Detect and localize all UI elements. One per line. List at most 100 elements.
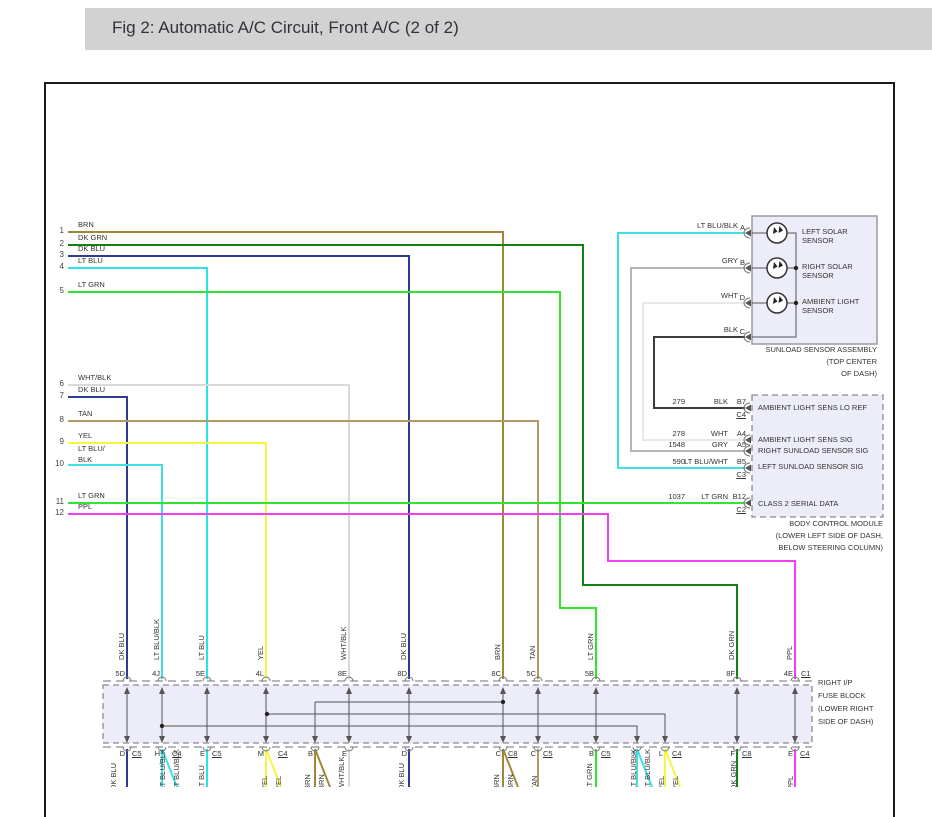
wire-color-label: BRN — [492, 774, 501, 787]
wire-color-label: TAN — [530, 775, 539, 787]
wires — [68, 231, 796, 679]
pin-number: 3 — [59, 250, 64, 259]
connector-label: C5 — [543, 749, 553, 758]
wire-color-label: LT BLU — [197, 765, 206, 787]
wire-color-label: DK GRN — [729, 760, 738, 787]
component-caption: (TOP CENTER — [826, 357, 877, 366]
component-caption: (LOWER LEFT SIDE OF DASH, — [775, 531, 883, 540]
connector-label: C5 — [132, 749, 142, 758]
wire-color-label: LT GRN — [78, 491, 105, 500]
pin-label: B — [588, 749, 594, 758]
wire-9-yel — [68, 442, 267, 679]
diagram-border — [44, 82, 895, 817]
wire-color-label: LT BLU/ — [78, 444, 105, 453]
wire-color-label: PPL — [78, 502, 93, 511]
fuse-block-internal — [123, 686, 799, 744]
fuse-bottom-wires — [126, 748, 796, 787]
wire-color-label: DK GRN — [78, 233, 108, 242]
pin-number: 12 — [55, 508, 64, 517]
wire-color-label: YEL — [256, 645, 265, 660]
wire-12-ppl — [68, 513, 796, 679]
wire-color-label: DK GRN — [727, 630, 736, 660]
component-caption: BODY CONTROL MODULE — [789, 519, 883, 528]
pin-label: C — [495, 749, 501, 758]
pin-label: D — [119, 749, 125, 758]
signal-label: CLASS 2 SERIAL DATA — [758, 499, 839, 508]
connector-label: C4 — [672, 749, 682, 758]
wire-color-label: GRY — [721, 256, 738, 265]
wire-color-label: LT BLU/BLK — [158, 749, 167, 787]
component-caption: (LOWER RIGHT — [818, 704, 874, 713]
wire-color-label: LT BLU — [197, 635, 206, 660]
wire-6-whtblk — [68, 384, 350, 679]
pin-letter: C — [739, 327, 745, 336]
pin-letter: A — [739, 223, 745, 232]
wire-color-label: DK BLU — [397, 762, 406, 787]
wire-color-label: YEL — [260, 775, 269, 787]
sunload-sensor-internal — [752, 222, 799, 338]
wire-color-label: PPL — [786, 775, 795, 787]
figure-title-bar: Fig 2: Automatic A/C Circuit, Front A/C … — [85, 8, 932, 50]
pin-label: 5D — [115, 669, 125, 678]
pin-number: 6 — [59, 379, 64, 388]
pin-label: M — [257, 749, 264, 758]
diagram-labels: 1 2 3 4 5 6 7 8 9 10 11 12 BRN DK GRN DK… — [55, 220, 883, 787]
pin-number: 10 — [55, 459, 64, 468]
pin-label: B — [307, 749, 313, 758]
wire-color-label: LT GRN — [586, 633, 595, 660]
wire-color-label: WHT — [720, 291, 738, 300]
pin-label: 4L — [255, 669, 264, 678]
connector-label: C5 — [212, 749, 222, 758]
connector-label: C8 — [742, 749, 752, 758]
connector-label: C4 — [800, 749, 810, 758]
wire-color-label: BRN — [506, 774, 515, 787]
pin-number: 2 — [59, 239, 64, 248]
wire-color-label: BRN — [317, 774, 326, 787]
pin-label: E — [787, 749, 793, 758]
wire-color-label: LT BLU/BLK — [643, 749, 652, 787]
pin-label: 8D — [397, 669, 407, 678]
component-caption: OF DASH) — [841, 369, 877, 378]
wire-3-dkblu — [68, 255, 410, 679]
wire-sunload-gry — [630, 267, 745, 452]
wire-color-label: YEL — [78, 431, 93, 440]
component-caption: SUNLOAD SENSOR ASSEMBLY — [765, 345, 877, 354]
wire-color-label: DK BLU — [399, 632, 408, 660]
wire-color-label: DK BLU — [78, 385, 106, 394]
pin-letter: B — [739, 258, 745, 267]
connector-label: C4 — [172, 749, 182, 758]
pin-label: 4E — [783, 669, 793, 678]
sensor-label: AMBIENT LIGHT SENSOR — [802, 297, 860, 315]
pin-label: 5B — [584, 669, 594, 678]
wire-color-label: LT BLU/WHT — [684, 457, 728, 466]
pin-label: B12 — [732, 492, 746, 501]
pin-label: E — [199, 749, 205, 758]
wire-color-label: DK BLU — [117, 632, 126, 660]
wire-color-label: BLK — [723, 325, 738, 334]
pin-label: 4J — [152, 669, 160, 678]
wire-sunload-wht — [642, 302, 745, 441]
wire-7-dkblu — [68, 396, 128, 679]
wire-color-label: BRN — [493, 644, 502, 660]
wire-color-label: TAN — [78, 409, 93, 418]
pin-number: 1 — [59, 226, 64, 235]
figure-title: Fig 2: Automatic A/C Circuit, Front A/C … — [112, 18, 459, 37]
pin-label: L — [658, 749, 663, 758]
wire-color-label: LT BLU/BLK — [152, 619, 161, 660]
pin-number: 5 — [59, 286, 64, 295]
wire-color-label: YEL — [671, 775, 680, 787]
pin-label: 8F — [726, 669, 735, 678]
pin-number: 9 — [59, 437, 64, 446]
pin-label: H — [154, 749, 160, 758]
wire-color-label: LT BLU/BLK — [629, 749, 638, 787]
wire-5-ltgrn — [68, 291, 597, 679]
pin-label: 5E — [195, 669, 205, 678]
connector-label: C4 — [736, 410, 746, 419]
wire-color-label: LT BLU/BLK — [172, 749, 181, 787]
pin-label: A4 — [736, 429, 746, 438]
pin-label: B7 — [736, 397, 746, 406]
pin-number: 11 — [55, 497, 64, 506]
wire-color-label: WHT/BLK — [339, 626, 348, 660]
wire-color-label: TAN — [528, 645, 537, 660]
